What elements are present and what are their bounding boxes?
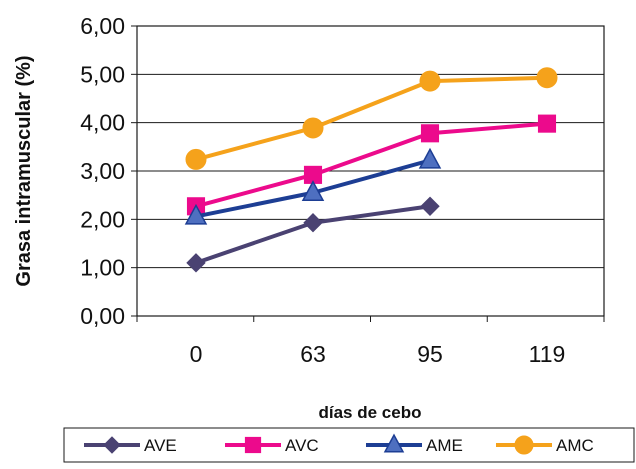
data-point-avc [420, 124, 440, 143]
legend-marker-ave [103, 436, 121, 454]
x-tick-label: 0 [190, 341, 203, 367]
x-tick-label: 95 [417, 341, 443, 367]
legend-marker-amc [514, 435, 534, 455]
grid-lines [137, 73, 604, 269]
x-tick-label: 119 [529, 341, 566, 367]
legend-label: AMC [556, 436, 594, 455]
series-line-amc [195, 75, 548, 162]
y-axis-ticks: 0,00 1,00 2,00 3,00 4,00 5,00 6,00 [80, 13, 137, 329]
y-axis-title: Grasa intramuscular (%) [13, 55, 35, 286]
data-point-ave [303, 213, 323, 233]
series-line-avc [195, 121, 548, 209]
data-point-amc [536, 67, 558, 89]
legend-label: AVC [285, 436, 319, 455]
x-axis-ticks: 0 63 95 119 [136, 316, 605, 367]
data-point-amc [302, 117, 324, 139]
legend-marker-avc [244, 436, 262, 454]
y-tick-label: 6,00 [80, 13, 125, 39]
data-point-avc [537, 114, 557, 133]
data-point-amc [185, 148, 207, 170]
x-tick-label: 63 [300, 341, 326, 367]
y-tick-label: 5,00 [80, 61, 125, 87]
y-tick-label: 2,00 [80, 206, 125, 232]
y-tick-label: 3,00 [80, 158, 125, 184]
data-point-ave [186, 253, 206, 273]
data-point-ave [420, 196, 440, 216]
y-tick-label: 4,00 [80, 110, 125, 136]
data-point-ame [418, 147, 442, 169]
y-tick-label: 1,00 [80, 255, 125, 281]
x-axis-title: días de cebo [319, 403, 422, 422]
data-point-amc [419, 70, 441, 92]
data-point-ame [301, 180, 325, 201]
y-tick-label: 0,00 [80, 303, 125, 329]
legend-label: AVE [144, 436, 177, 455]
legend-marker-ame [383, 433, 405, 453]
legend: AVE AVC AME AMC [84, 433, 594, 455]
series-group [184, 67, 558, 273]
legend-label: AME [426, 436, 463, 455]
data-point-ame [184, 203, 208, 225]
